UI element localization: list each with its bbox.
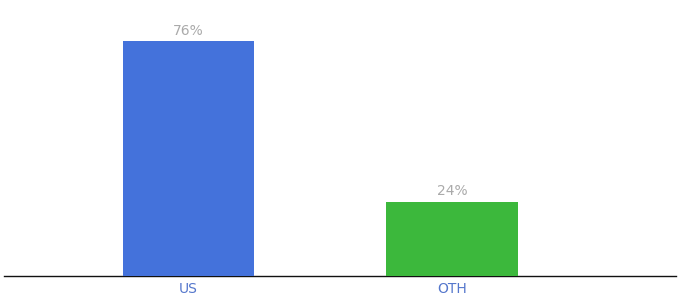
Text: 76%: 76% (173, 24, 204, 38)
Text: 24%: 24% (437, 184, 467, 198)
Bar (122, 41, 254, 276)
Bar (386, 202, 517, 276)
